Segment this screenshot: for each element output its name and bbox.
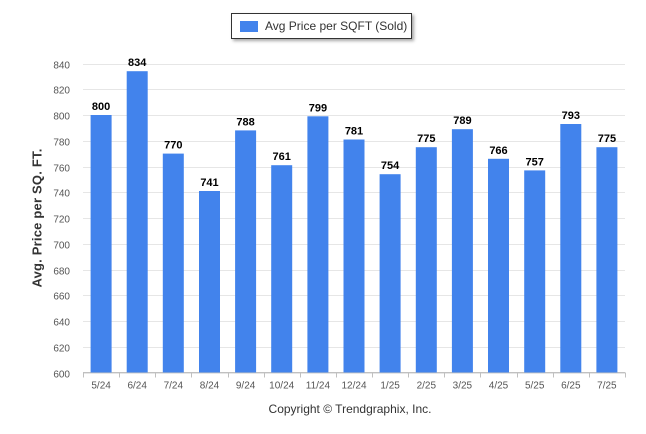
x-tick-label: 8/24 <box>200 381 220 392</box>
data-label: 781 <box>345 126 363 138</box>
y-tick-label: 780 <box>53 138 70 149</box>
y-tick-label: 760 <box>53 164 70 175</box>
data-label: 800 <box>92 101 110 113</box>
bar <box>343 139 365 373</box>
y-tick-label: 620 <box>53 344 70 355</box>
x-tick-label: 1/25 <box>380 381 400 392</box>
x-tick-label: 6/25 <box>561 381 581 392</box>
y-tick-label: 740 <box>53 189 70 200</box>
x-tick-label: 10/24 <box>269 381 294 392</box>
data-label: 766 <box>489 145 507 157</box>
data-label: 754 <box>381 160 400 172</box>
data-label: 761 <box>273 151 291 163</box>
bar <box>560 124 582 373</box>
x-tick-label: 7/24 <box>164 381 184 392</box>
data-label: 775 <box>417 133 435 145</box>
bar <box>451 129 473 373</box>
bar <box>90 115 112 373</box>
bar <box>162 153 184 373</box>
copyright-text: Copyright © Trendgraphix, Inc. <box>268 402 432 416</box>
x-tick-label: 2/25 <box>417 381 437 392</box>
x-tick-label: 3/25 <box>453 381 473 392</box>
data-label: 741 <box>200 177 218 189</box>
y-tick-label: 840 <box>53 61 70 72</box>
y-tick-label: 660 <box>53 292 70 303</box>
x-tick-label: 7/25 <box>597 381 617 392</box>
bar <box>126 71 148 373</box>
y-tick-label: 700 <box>53 241 70 252</box>
y-tick-label: 640 <box>53 318 70 329</box>
data-label: 770 <box>164 140 182 152</box>
bar <box>379 174 401 373</box>
data-label: 789 <box>453 115 471 127</box>
data-label: 793 <box>562 110 580 122</box>
bar <box>271 165 293 373</box>
x-tick-label: 5/25 <box>525 381 545 392</box>
bar <box>596 147 618 373</box>
data-label: 834 <box>128 57 147 69</box>
bar <box>524 170 546 373</box>
x-tick-label: 4/25 <box>489 381 509 392</box>
data-label: 799 <box>309 102 327 114</box>
x-tick-label: 11/24 <box>306 381 331 392</box>
bar <box>235 130 257 373</box>
y-tick-label: 680 <box>53 267 70 278</box>
y-tick-label: 800 <box>53 112 70 123</box>
bar <box>488 158 509 373</box>
bar <box>415 147 437 373</box>
data-label: 788 <box>236 116 254 128</box>
x-tick-label: 6/24 <box>127 381 147 392</box>
y-tick-label: 600 <box>53 370 70 381</box>
legend-label: Avg Price per SQFT (Sold) <box>265 19 408 33</box>
legend: Avg Price per SQFT (Sold) <box>231 13 412 39</box>
x-tick-label: 9/24 <box>236 381 256 392</box>
y-tick-label: 820 <box>53 86 70 97</box>
x-tick-label: 12/24 <box>341 381 366 392</box>
bar <box>307 116 329 373</box>
legend-swatch <box>240 21 258 32</box>
data-label: 775 <box>598 133 616 145</box>
x-tick-label: 5/24 <box>91 381 111 392</box>
bar <box>199 191 220 373</box>
data-label: 757 <box>526 156 544 168</box>
y-tick-label: 720 <box>53 215 70 226</box>
